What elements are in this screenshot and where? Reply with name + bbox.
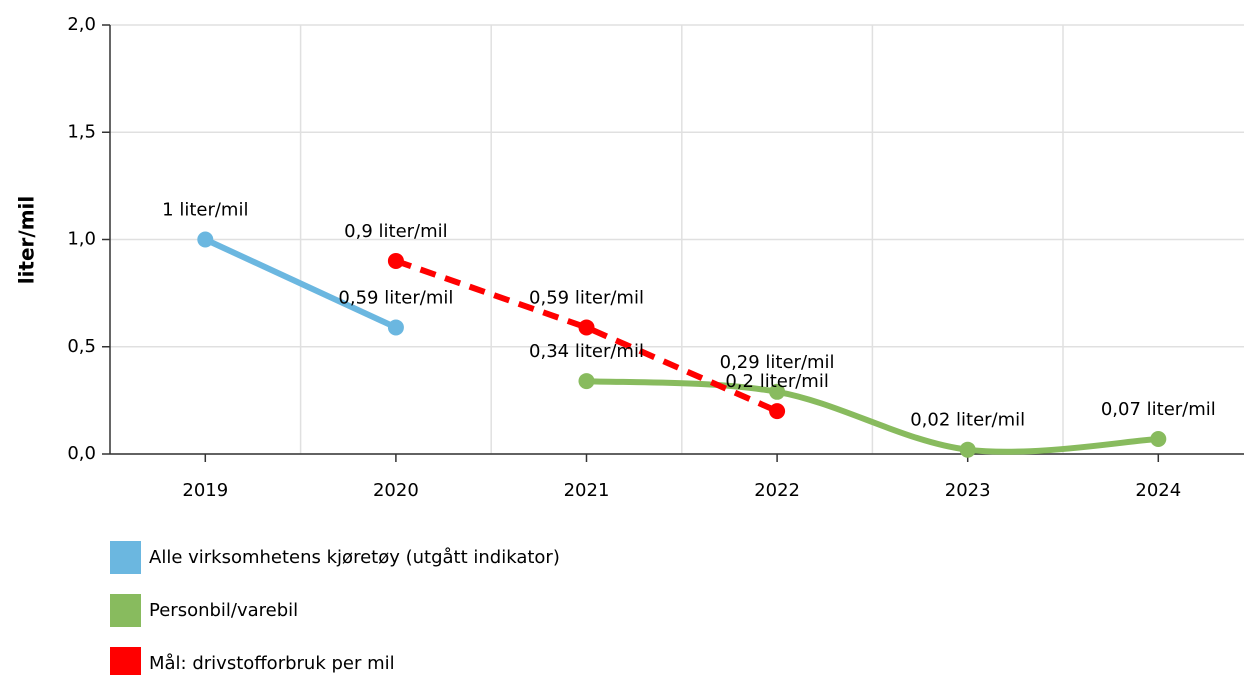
- point: [387, 319, 404, 336]
- legend-label: Alle virksomhetens kjøretøy (utgått indi…: [149, 547, 560, 568]
- point: [769, 403, 786, 420]
- data-label: 0,2 liter/mil: [725, 371, 828, 392]
- y-tick-label: 1,5: [67, 121, 96, 142]
- legend-label: Mål: drivstofforbruk per mil: [149, 653, 395, 674]
- x-tick-label: 2019: [182, 480, 228, 501]
- point: [387, 252, 404, 269]
- point: [578, 319, 595, 336]
- data-label: 1 liter/mil: [162, 200, 248, 221]
- legend-swatch: [110, 541, 141, 574]
- point: [1150, 430, 1167, 447]
- x-tick-label: 2021: [564, 480, 610, 501]
- point: [769, 383, 786, 400]
- point: [959, 441, 976, 458]
- x-tick-label: 2024: [1135, 480, 1181, 501]
- y-tick-label: 0,5: [67, 336, 96, 357]
- y-axis-label: liter/mil: [15, 196, 39, 285]
- series-line: [586, 378, 1159, 455]
- series-line: [394, 258, 779, 414]
- y-tick-label: 2,0: [67, 14, 96, 35]
- data-label: 0,59 liter/mil: [338, 287, 453, 308]
- data-label: 0,29 liter/mil: [720, 352, 835, 373]
- series-line: [204, 236, 398, 331]
- data-label: 0,02 liter/mil: [910, 410, 1025, 431]
- x-tick-label: 2023: [945, 480, 991, 501]
- x-tick-label: 2020: [373, 480, 419, 501]
- legend-label: Personbil/varebil: [149, 600, 298, 621]
- x-tick-label: 2022: [754, 480, 800, 501]
- y-tick-label: 1,0: [67, 229, 96, 250]
- data-label: 0,59 liter/mil: [529, 287, 644, 308]
- legend-swatch: [110, 647, 141, 675]
- data-label: 0,34 liter/mil: [529, 341, 644, 362]
- point: [578, 373, 595, 390]
- legend-swatch: [110, 594, 141, 627]
- data-label: 0,9 liter/mil: [344, 221, 447, 242]
- point: [197, 231, 214, 248]
- y-tick-label: 0,0: [67, 443, 96, 464]
- data-label: 0,07 liter/mil: [1101, 399, 1216, 420]
